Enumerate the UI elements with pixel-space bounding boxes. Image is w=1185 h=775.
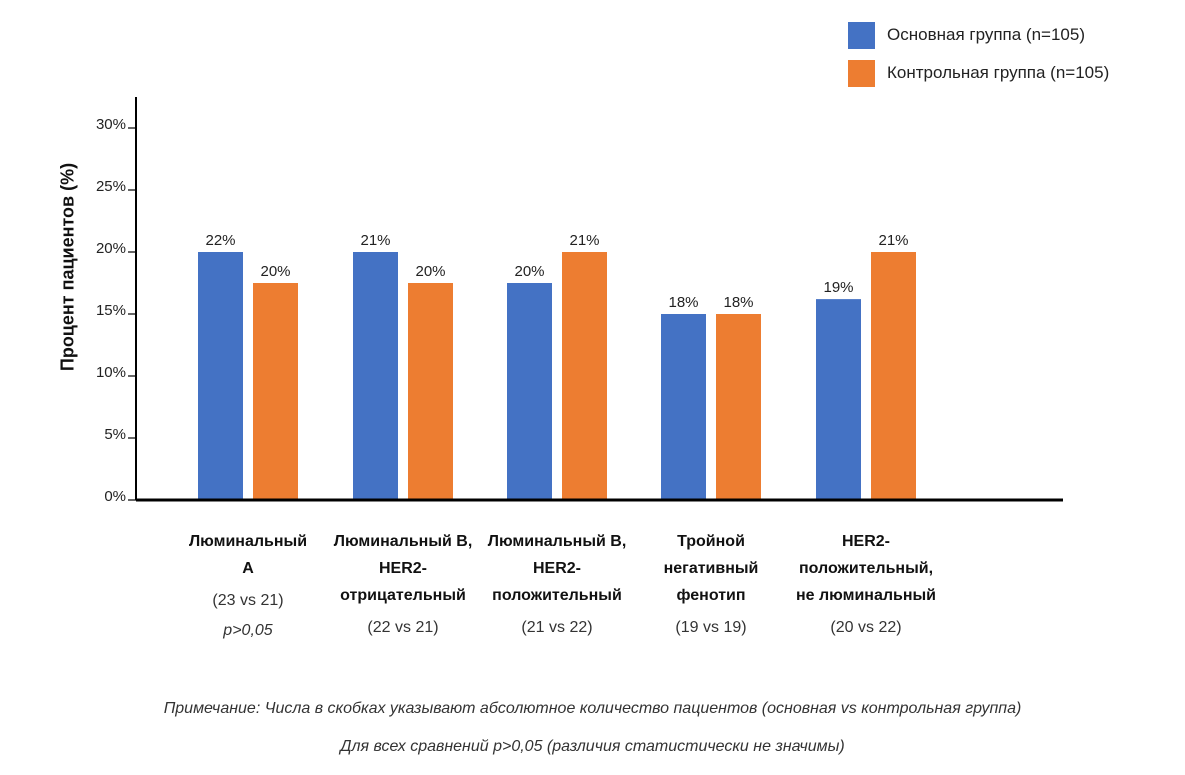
category-counts: (23 vs 21) [212,592,284,609]
bar-value-label: 21% [569,232,599,249]
category-label-luminal-b-her2-pos: Люминальный В, HER2- положительный (21 v… [482,528,632,641]
category-name: Тройной негативный фенотип [663,533,759,604]
legend-label-control: Контрольная группа (n=105) [887,63,1110,82]
bar-control [253,283,298,500]
bar-value-label: 20% [514,263,544,280]
bar-value-label: 21% [360,232,390,249]
bar-value-label: 18% [723,294,753,311]
bar-main [353,252,398,500]
category-counts: (22 vs 21) [367,619,439,636]
category-label-luminal-b-her2-neg: Люминальный В, HER2- отрицательный (22 v… [328,528,478,641]
legend-label-main: Основная группа (n=105) [887,25,1085,44]
bar-value-label: 22% [205,232,235,249]
y-tick-label: 20% [96,240,126,257]
category-name: HER2- положительный, не люминальный [795,533,937,604]
y-tick-label: 10% [96,364,126,381]
bar-main [507,283,552,500]
bar-value-label: 21% [878,232,908,249]
category-name: Люминальный A [188,533,308,577]
bar-control [408,283,453,500]
bar-main [198,252,243,500]
bar-value-label: 20% [260,263,290,280]
category-label-her2-pos-nonluminal: HER2- положительный, не люминальный (20 … [791,528,941,641]
category-name: Люминальный В, HER2- отрицательный [333,533,473,604]
category-counts: (21 vs 22) [521,619,593,636]
footnote-significance: Для всех сравнений p>0,05 (различия стат… [340,738,845,755]
category-label-triple-negative: Тройной негативный фенотип (19 vs 19) [636,528,786,641]
bar-control [562,252,607,500]
bar-value-label: 20% [415,263,445,280]
y-tick-label: 25% [96,178,126,195]
legend-swatch-control [848,59,875,87]
category-p-value: p>0,05 [223,622,273,639]
category-counts: (19 vs 19) [675,619,747,636]
legend-swatch-main [848,21,875,49]
y-tick-label: 15% [96,302,126,319]
y-tick-label: 5% [104,426,126,443]
category-name: Люминальный В, HER2- положительный [487,533,627,604]
bar-control [871,252,916,500]
legend-item-main-group: Основная группа (n=105) [848,21,1109,49]
y-tick-label: 30% [96,116,126,133]
y-tick-label: 0% [104,488,126,505]
bar-value-label: 18% [668,294,698,311]
bar-main [661,314,706,500]
legend: Основная группа (n=105) Контрольная груп… [848,21,1110,98]
bar-control [716,314,761,500]
legend-item-control-group: Контрольная группа (n=105) [848,59,1110,87]
category-counts: (20 vs 22) [830,619,902,636]
bar-main [816,299,861,500]
y-axis-title: Процент пациентов (%) [57,162,78,372]
footnote-counts: Примечание: Числа в скобках указывают аб… [163,700,1022,717]
bar-value-label: 19% [823,279,853,296]
category-label-luminal-a: Люминальный A (23 vs 21) p>0,05 [173,528,323,644]
